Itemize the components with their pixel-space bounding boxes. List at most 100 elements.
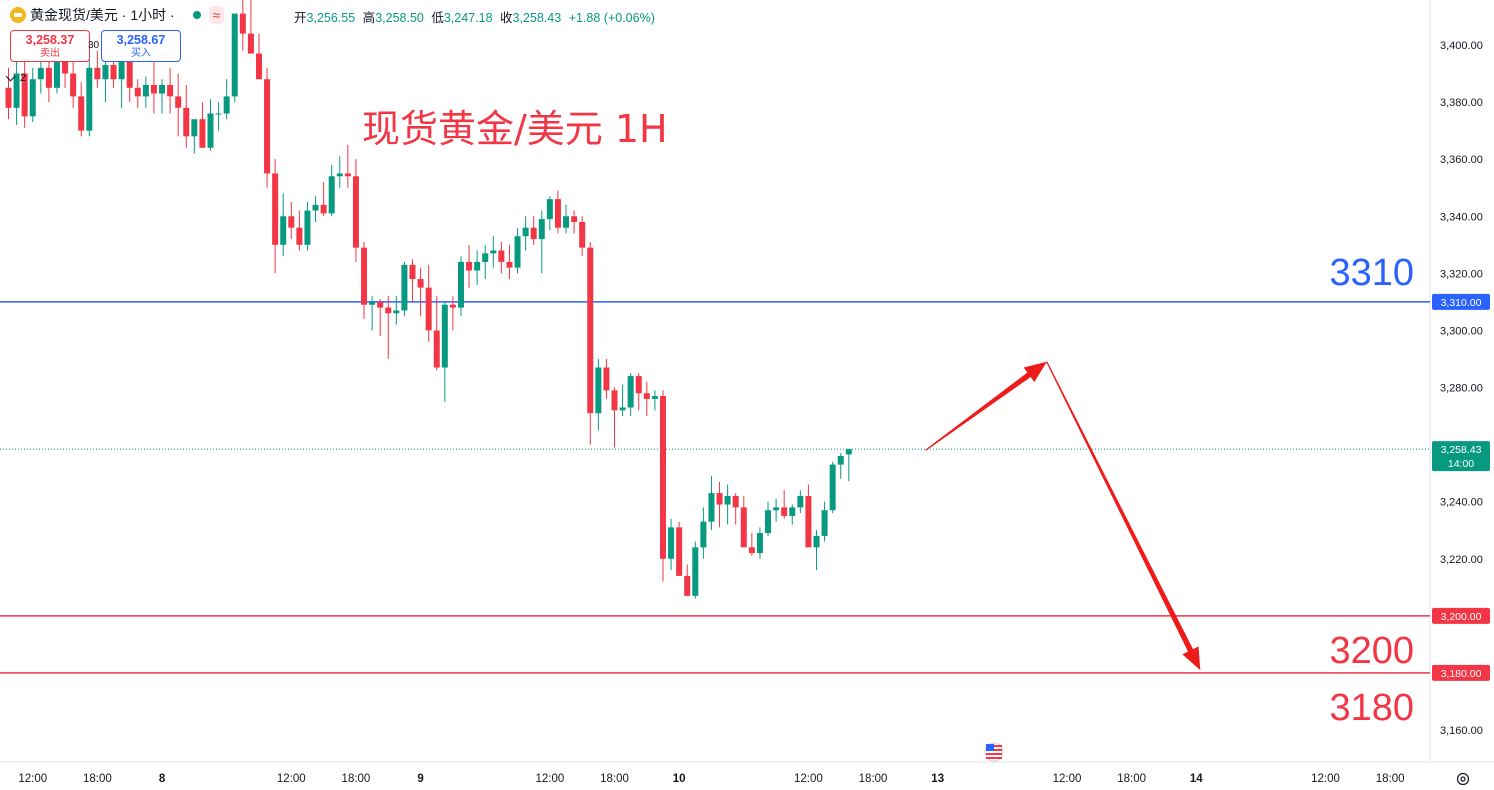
sell-button[interactable]: 3,258.37 卖出 [10, 30, 90, 62]
candle-body [167, 84, 174, 97]
candle-body [797, 495, 804, 508]
candle-body [474, 261, 481, 271]
candle-body [684, 575, 691, 596]
candle-body [150, 84, 157, 94]
y-tick-label: 3,380.00 [1440, 97, 1483, 109]
candle-body [336, 173, 343, 177]
candle-body [732, 495, 739, 508]
indicator-toggle[interactable]: 2 [5, 71, 26, 84]
candle-body [361, 247, 368, 305]
sell-price: 3,258.37 [25, 33, 75, 47]
symbol-title: 黄金现货/美元 · 1小时 · [30, 7, 175, 23]
candle-body [603, 367, 610, 391]
open-label: 开 [294, 11, 307, 25]
candle-body [514, 236, 521, 268]
y-tick-label: 3,300.00 [1440, 325, 1483, 337]
y-tick-label: 3,360.00 [1440, 154, 1483, 166]
symbol-header[interactable]: 黄金现货/美元 · 1小时 · ≈ [10, 5, 225, 25]
candle-body [264, 79, 271, 174]
x-tick-label: 14 [1190, 773, 1203, 785]
wave-icon[interactable]: ≈ [208, 6, 225, 24]
annotation-3310: 3310 [1329, 252, 1414, 294]
close-value: 3,258.43 [512, 11, 562, 25]
candle-body [651, 396, 658, 399]
candle-body [94, 67, 101, 80]
candle-body [522, 227, 529, 237]
candle-body [449, 304, 456, 308]
candle-body [70, 73, 77, 97]
candle-body [288, 216, 295, 228]
candle-body [159, 84, 166, 94]
candle-body [21, 73, 28, 117]
candle-body [142, 84, 149, 97]
y-tick-label: 3,280.00 [1440, 383, 1483, 395]
candle-body [231, 13, 238, 97]
candle-body [845, 449, 852, 455]
candle-body [765, 510, 772, 534]
candle-body [304, 210, 311, 245]
candle-body [813, 535, 820, 548]
candle-body [280, 216, 287, 245]
candle-body [5, 87, 12, 108]
candle-body [110, 64, 117, 80]
candle-body [134, 87, 141, 97]
candle-body [207, 113, 214, 148]
candle-body [344, 173, 351, 177]
close-label: 收 [500, 11, 513, 25]
x-tick-label: 12:00 [794, 773, 823, 785]
candle-body [611, 390, 618, 411]
candle-body [554, 199, 561, 228]
candle-body [409, 264, 416, 280]
level-price-label: 3,200.00 [1441, 611, 1482, 623]
x-tick-label: 12:00 [18, 773, 47, 785]
candle-body [506, 261, 513, 268]
candle-body [781, 507, 788, 516]
y-tick-label: 3,240.00 [1440, 497, 1483, 509]
candle-body [805, 495, 812, 548]
candle-body [716, 493, 723, 505]
candle-body [692, 547, 699, 596]
candle-body [102, 64, 109, 80]
candle-body [821, 510, 828, 536]
level-price-tag [1432, 664, 1490, 681]
gear-icon[interactable] [1456, 772, 1470, 786]
buy-label: 买入 [131, 48, 151, 59]
candle-body [482, 253, 489, 262]
candle-body [441, 304, 448, 368]
candle-body [740, 507, 747, 548]
x-tick-label: 9 [417, 773, 423, 785]
buy-button[interactable]: 3,258.67 买入 [101, 30, 181, 62]
level-price-tag [1432, 293, 1490, 310]
x-tick-label: 12:00 [1053, 773, 1082, 785]
candle-body [756, 533, 763, 554]
low-value: 3,247.18 [443, 11, 493, 25]
ohlc-readout: 开3,256.55 高3,258.50 低3,247.18 收3,258.43 … [294, 7, 659, 26]
x-tick-label: 8 [159, 773, 166, 785]
candle-body [417, 279, 424, 288]
candle-body [199, 119, 206, 148]
annotation-3180: 3180 [1329, 687, 1414, 729]
x-tick-label: 18:00 [859, 773, 888, 785]
candle-body [498, 250, 505, 262]
y-tick-label: 3,320.00 [1440, 268, 1483, 280]
candle-body [223, 96, 230, 114]
candle-body [118, 56, 125, 80]
candle-body [595, 367, 602, 414]
candle-body [175, 96, 182, 108]
x-tick-label: 12:00 [535, 773, 564, 785]
candle-body [296, 227, 303, 245]
candle-body [619, 407, 626, 411]
candle-body [86, 67, 93, 131]
x-tick-label: 18:00 [342, 773, 371, 785]
candle-body [62, 56, 69, 74]
candle-body [635, 376, 642, 394]
candle-body [239, 13, 246, 34]
candle-body [272, 173, 279, 245]
candle-body [724, 495, 731, 505]
y-tick-label: 3,400.00 [1440, 40, 1483, 52]
candle-body [401, 264, 408, 311]
x-tick-label: 18:00 [600, 773, 629, 785]
candle-body [13, 73, 20, 108]
y-tick-label: 3,160.00 [1440, 725, 1483, 737]
